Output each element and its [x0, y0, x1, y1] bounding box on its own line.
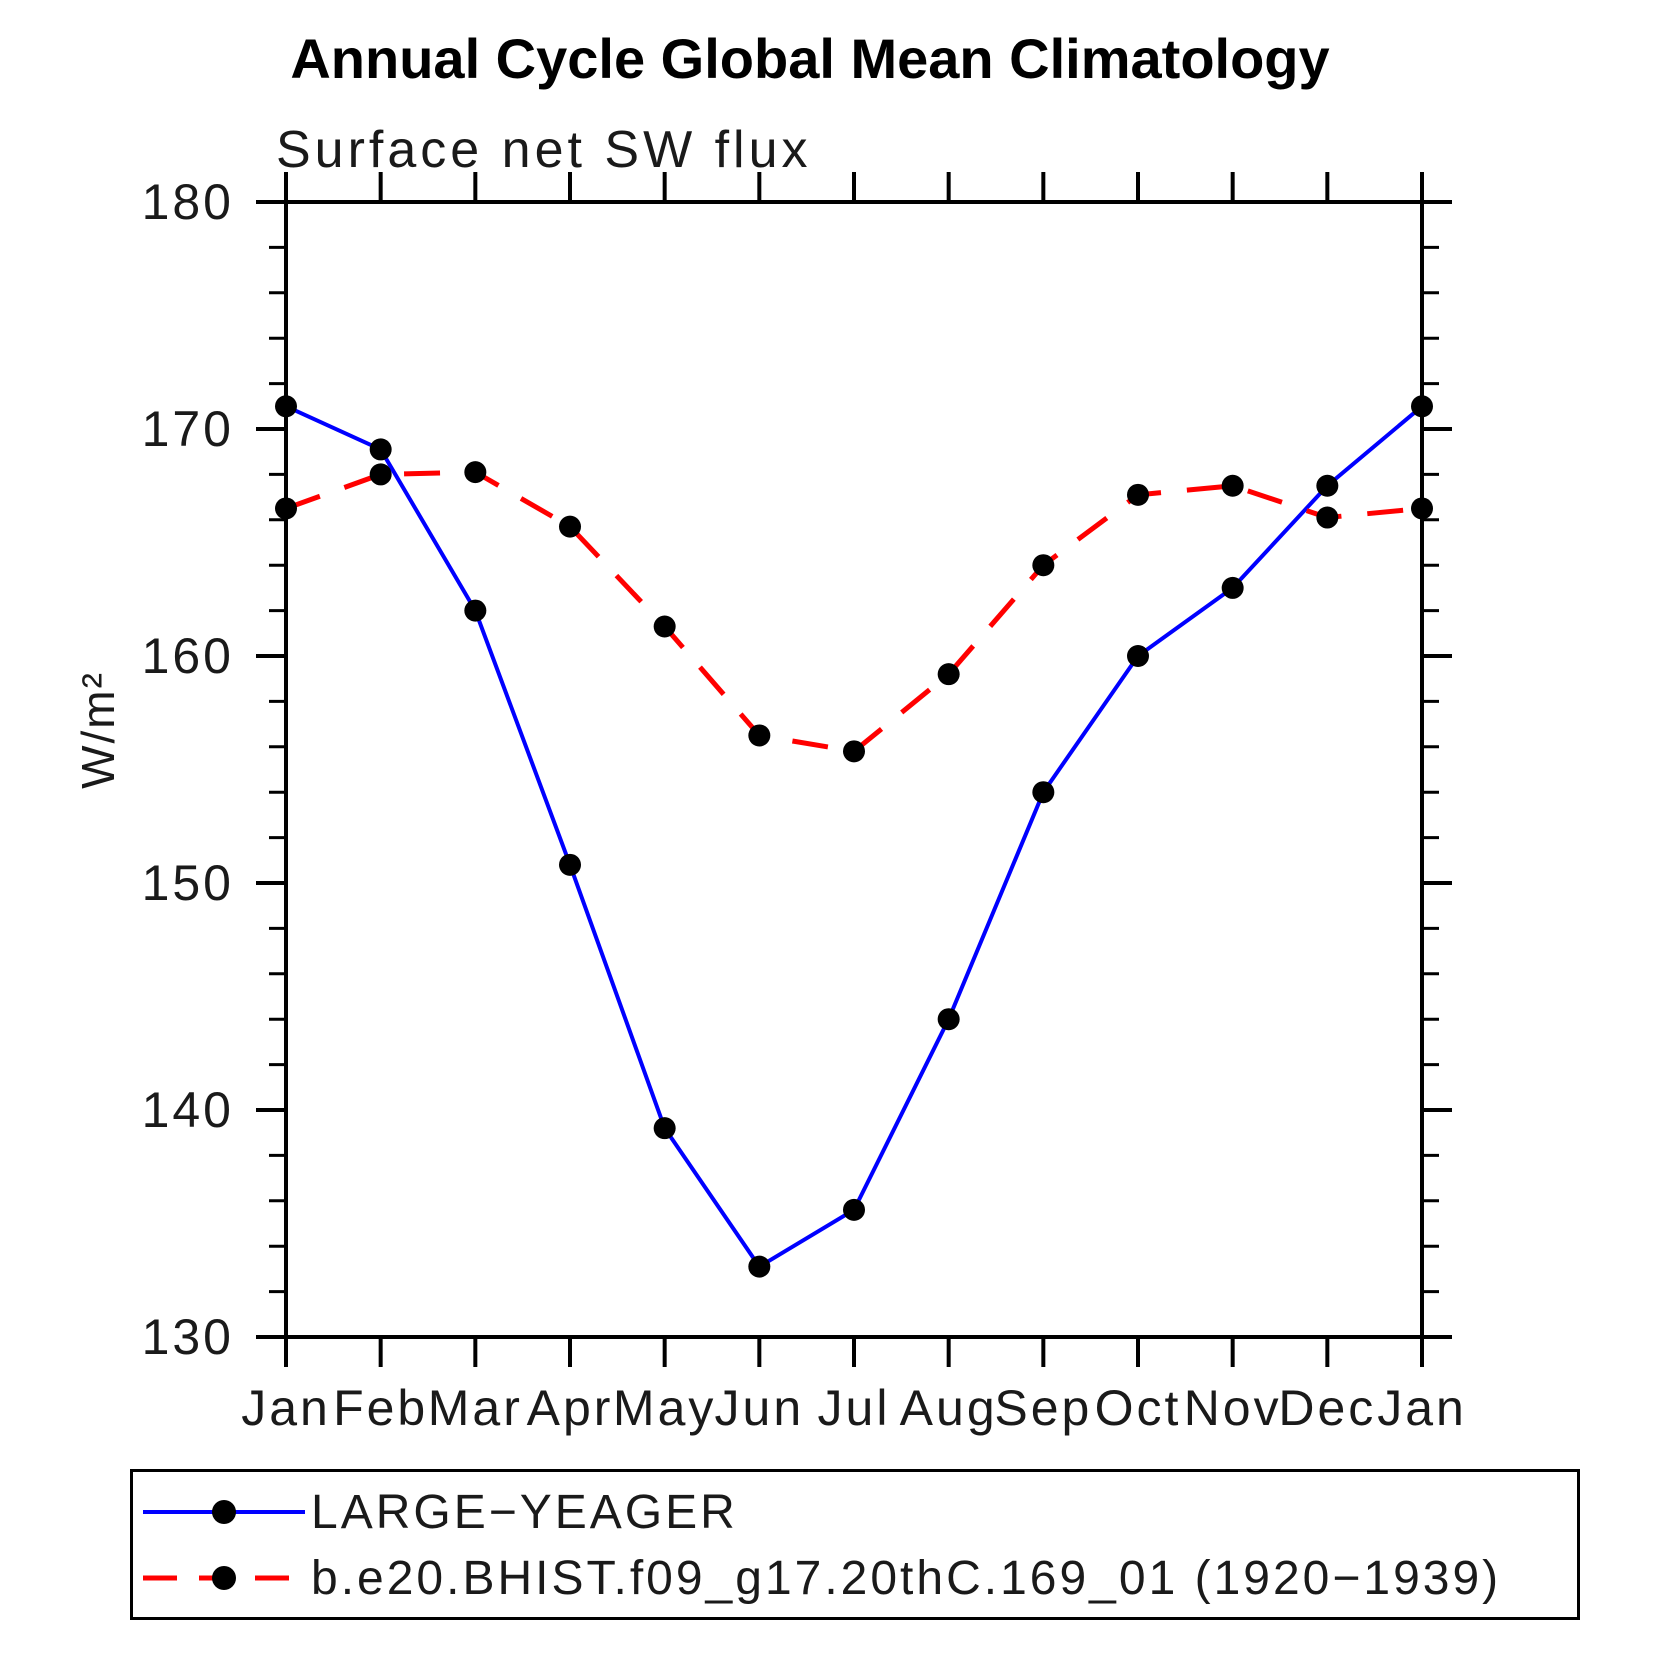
data-point [275, 395, 297, 418]
y-tick-label: 180 [142, 174, 234, 230]
data-point [1127, 483, 1149, 506]
data-point [653, 1117, 676, 1140]
y-tick-label: 150 [142, 855, 234, 911]
data-point [559, 853, 581, 876]
data-point [559, 515, 581, 538]
plot-frame [284, 200, 1424, 1339]
data-point [275, 497, 297, 520]
x-tick-label: Apr [527, 1380, 614, 1436]
x-tick-label: Jul [818, 1380, 891, 1436]
data-point [369, 438, 392, 461]
legend-label-model-run: b.e20.BHIST.f09_g17.20thC.169_01 (1920−1… [311, 1551, 1502, 1605]
data-point [1032, 554, 1055, 577]
legend-entry-large-yeager: LARGE−YEAGER [133, 1482, 738, 1542]
legend-swatch-dashed-line [143, 1566, 305, 1590]
data-point [1316, 474, 1339, 497]
data-point [1221, 474, 1244, 497]
y-tick-label: 170 [142, 401, 234, 457]
x-tick-label: Jan [241, 1380, 331, 1436]
legend-entry-model-run: b.e20.BHIST.f09_g17.20thC.169_01 (1920−1… [133, 1548, 1501, 1608]
x-tick-label: Feb [333, 1380, 428, 1436]
data-point [464, 599, 487, 622]
chart-subtitle: Surface net SW flux [276, 121, 812, 179]
data-point [1411, 395, 1433, 418]
data-point [843, 1198, 865, 1221]
data-point [1127, 645, 1149, 667]
data-point [1032, 781, 1055, 804]
data-point [1411, 497, 1433, 520]
data-point [1316, 506, 1339, 529]
data-point [748, 724, 771, 747]
x-tick-label: Dec [1278, 1380, 1376, 1436]
data-point [369, 463, 392, 486]
legend-marker-dot [212, 1500, 236, 1524]
legend-label-large-yeager: LARGE−YEAGER [311, 1485, 738, 1539]
legend-swatch-solid-line [143, 1500, 305, 1524]
data-point [937, 1008, 960, 1031]
x-tick-label: Oct [1095, 1380, 1182, 1436]
legend: LARGE−YEAGER b.e20.BHIST.f09_g17.20thC.1… [130, 1469, 1580, 1620]
data-point [937, 663, 960, 686]
x-tick-label: May [613, 1380, 716, 1436]
y-tick-label: 140 [142, 1082, 234, 1138]
y-tick-label: 130 [142, 1309, 234, 1365]
x-tick-label: Nov [1184, 1380, 1282, 1436]
x-tick-label: Jan [1377, 1380, 1467, 1436]
x-tick-label: Jun [715, 1380, 805, 1436]
x-tick-label: Sep [994, 1380, 1092, 1436]
series-line-0 [285, 404, 1424, 1270]
x-tick-label: Mar [428, 1380, 523, 1436]
chart-title: Annual Cycle Global Mean Climatology [290, 27, 1330, 90]
x-tick-label: Aug [900, 1380, 998, 1436]
y-tick-label: 160 [142, 628, 234, 684]
data-point [1221, 576, 1244, 599]
data-point [748, 1255, 771, 1278]
legend-marker-dot [212, 1566, 236, 1590]
data-point [464, 461, 487, 484]
data-point [843, 740, 865, 763]
series-line-1 [285, 469, 1423, 754]
data-point [653, 615, 676, 638]
